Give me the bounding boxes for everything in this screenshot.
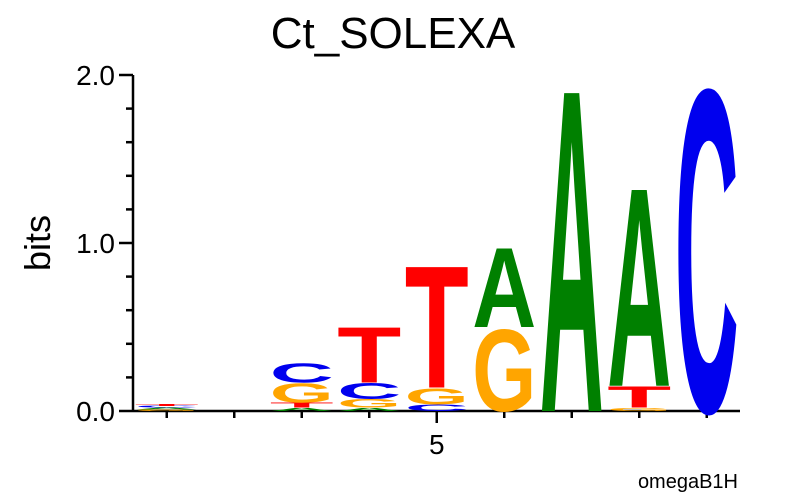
svg-text:T: T [135,404,199,407]
svg-text:A: A [540,0,604,496]
svg-text:A: A [607,128,671,447]
svg-text:G: G [405,383,469,409]
svg-text:A: A [270,407,334,412]
logo-letter-t: T [607,380,671,414]
logo-letter-a: A [607,128,671,447]
footer-label: omegaB1H [638,471,738,493]
logo-letter-a: A [472,223,536,352]
logo-letter-g: G [472,307,536,436]
logo-letter-a: A [135,407,199,410]
logo-letter-t: T [135,404,199,407]
svg-text:G: G [135,409,199,412]
x-axis: 5 [133,409,740,460]
svg-text:C: C [337,378,401,404]
svg-text:T: T [405,229,469,426]
logo-letter-t: T [405,229,469,426]
logo-letter-t: T [337,311,401,400]
y-axis: 0.0 1.0 2.0 [76,60,135,427]
logo-letter-g: G [270,378,334,409]
logo-letter-t: T [270,401,334,409]
svg-text:T: T [337,311,401,400]
svg-text:T: T [270,401,334,409]
svg-text:A: A [135,407,199,410]
logo-letter-c: C [405,403,469,413]
x-tick-label: 5 [429,429,445,460]
svg-text:G: G [472,307,536,436]
logo-letter-c: C [135,406,199,409]
y-tick-label: 0.0 [76,396,115,427]
svg-text:C: C [135,406,199,409]
logo-letter-g: G [135,409,199,412]
logo-letter-c: C [337,378,401,404]
logo-letter-c: C [270,357,334,388]
y-tick-label: 1.0 [76,228,115,259]
svg-text:C: C [405,403,469,413]
svg-text:T: T [607,380,671,414]
logo-letter-a: A [270,407,334,412]
logo-letter-g: G [405,383,469,409]
chart-title: Ct_SOLEXA [271,9,516,58]
y-tick-label: 2.0 [76,60,115,91]
svg-text:C: C [675,0,739,496]
svg-text:A: A [337,407,401,412]
svg-text:A: A [472,223,536,352]
svg-text:G: G [607,407,671,412]
svg-text:G: G [337,397,401,410]
logo-letter-a: A [337,407,401,412]
svg-text:G: G [270,378,334,409]
logo-letter-a: A [540,0,604,496]
svg-text:C: C [270,357,334,388]
logo-letter-g: G [607,407,671,412]
logo-letter-g: G [337,397,401,410]
y-axis-label: bits [17,215,58,271]
logo-letter-c: C [675,0,739,496]
